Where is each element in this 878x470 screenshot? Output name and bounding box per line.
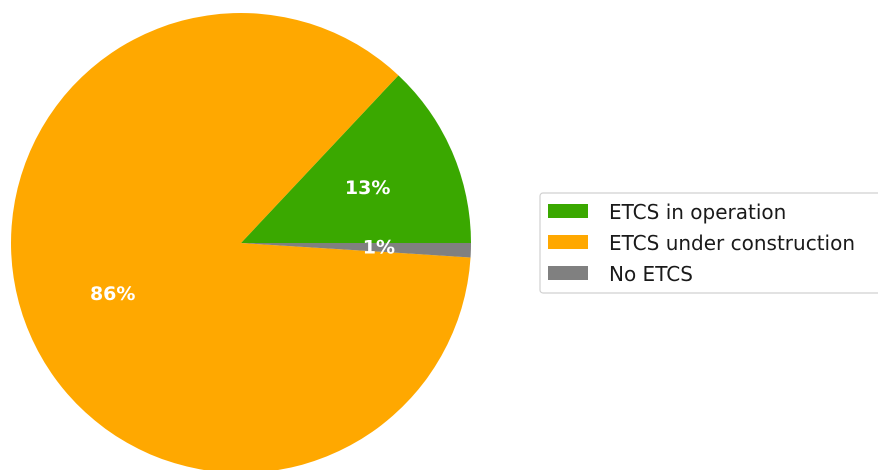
legend-swatch-etcs-in-operation xyxy=(548,204,588,218)
pie-slice-labels: 13% 86% 1% xyxy=(90,177,395,305)
pie-slice-no-etcs xyxy=(241,243,471,258)
legend-swatch-etcs-under-construction xyxy=(548,235,588,249)
legend-swatch-no-etcs xyxy=(548,266,588,280)
pie-label-etcs-in-operation: 13% xyxy=(345,177,390,199)
pie-label-no-etcs: 1% xyxy=(363,236,395,258)
legend-frame xyxy=(539,192,878,294)
pie-slices xyxy=(11,13,471,470)
pie-slice-etcs-in-operation xyxy=(241,75,471,243)
pie-slice-etcs-under-construction xyxy=(11,13,471,470)
pie-label-etcs-under-construction: 86% xyxy=(90,283,135,305)
legend-label-etcs-in-operation: ETCS in operation xyxy=(609,200,786,224)
legend-label-etcs-under-construction: ETCS under construction xyxy=(609,231,855,255)
legend-label-no-etcs: No ETCS xyxy=(609,262,693,286)
legend: ETCS in operation ETCS under constructio… xyxy=(539,192,878,294)
